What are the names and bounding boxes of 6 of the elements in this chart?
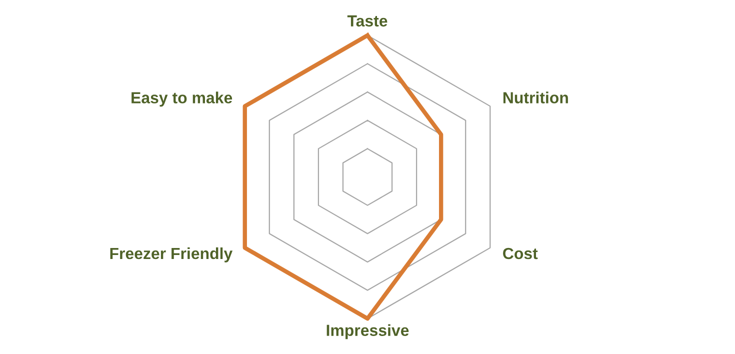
spoke-label: Impressive [326, 324, 409, 340]
spoke-label: Freezer Friendly [110, 247, 233, 262]
spoke-label: Taste [347, 15, 388, 27]
spoke-label: Easy to make [132, 92, 232, 107]
spoke-label: Nutrition [503, 92, 568, 104]
spoke-label: Cost [503, 248, 538, 260]
